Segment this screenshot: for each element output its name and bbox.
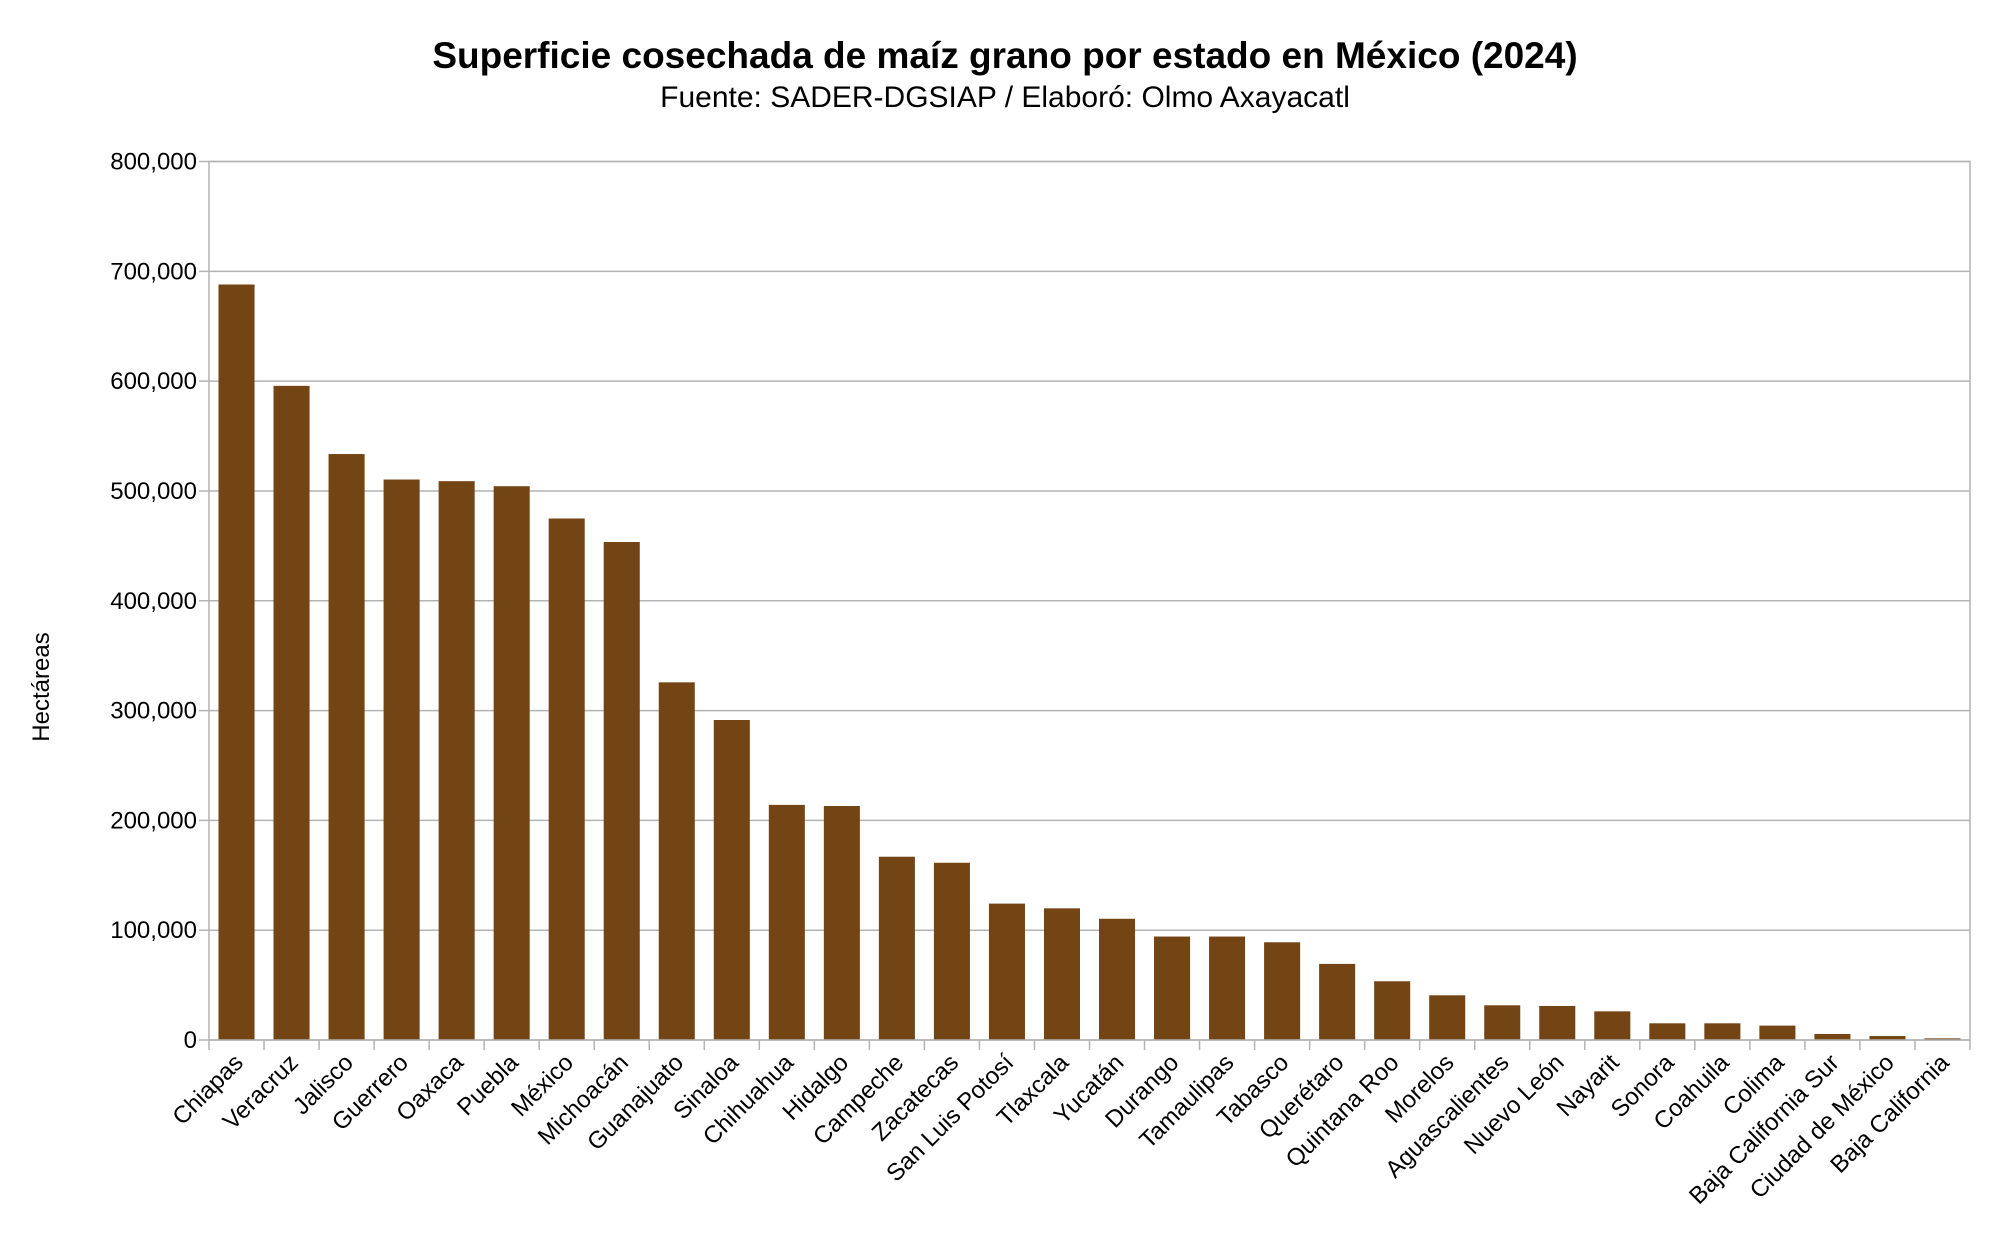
- y-tick-label: 700,000: [110, 258, 197, 285]
- y-tick-label: 200,000: [110, 807, 197, 834]
- bar-hidalgo: [823, 805, 860, 1040]
- bar-tabasco: [1264, 942, 1301, 1040]
- bar-querétaro: [1319, 963, 1356, 1040]
- bar-quintana-roo: [1374, 981, 1411, 1040]
- y-tick-label: 800,000: [110, 149, 197, 176]
- y-tick-label: 400,000: [110, 588, 197, 615]
- bar-chihuahua: [768, 804, 805, 1040]
- bar-campeche: [878, 856, 915, 1040]
- bar-nuevo-león: [1539, 1005, 1576, 1040]
- bar-durango: [1154, 936, 1191, 1040]
- bar-colima: [1759, 1025, 1796, 1040]
- bar-tamaulipas: [1209, 936, 1246, 1040]
- chart-subtitle: Fuente: SADER-DGSIAP / Elaboró: Olmo Axa…: [660, 81, 1350, 114]
- bar-morelos: [1429, 995, 1466, 1040]
- y-axis-ticks: 0 100,000 200,000 300,000 400,000 500,000 600,…: [110, 149, 197, 1055]
- bar-chiapas: [218, 284, 255, 1040]
- bar-baja-california-sur: [1814, 1033, 1851, 1040]
- y-tick-label: 600,000: [110, 368, 197, 395]
- bar-sinaloa: [713, 720, 750, 1040]
- y-tick-label: 100,000: [110, 917, 197, 944]
- y-axis-title: Hectáreas: [28, 632, 55, 741]
- bar-yucatán: [1098, 918, 1136, 1040]
- bar-guerrero: [383, 479, 420, 1041]
- plot-frame: [208, 160, 1971, 1041]
- bar-coahuila: [1704, 1023, 1741, 1040]
- y-tick-label: 300,000: [110, 698, 197, 725]
- bar-zacatecas: [933, 862, 970, 1040]
- bar-ciudad-de-méxico: [1869, 1036, 1906, 1040]
- bar-tlaxcala: [1043, 908, 1081, 1040]
- bar-guanajuato: [658, 682, 695, 1040]
- bar-veracruz: [273, 385, 310, 1040]
- bar-sonora: [1649, 1023, 1686, 1040]
- bar-michoacán: [603, 542, 640, 1040]
- x-axis-ticks: ChiapasVeracruzJaliscoGuerreroOaxacaPueb…: [167, 1040, 1971, 1210]
- bar-aguascalientes: [1484, 1005, 1521, 1040]
- bar-puebla: [493, 486, 530, 1040]
- bar-oaxaca: [438, 481, 475, 1040]
- bar-san-luis-potosí: [988, 903, 1025, 1040]
- bars: [218, 284, 1961, 1041]
- bar-nayarit: [1594, 1011, 1631, 1040]
- bar-jalisco: [328, 454, 365, 1040]
- y-tick-label: 500,000: [110, 478, 197, 505]
- bar-méxico: [548, 518, 585, 1040]
- chart-title: Superficie cosechada de maíz grano por e…: [432, 35, 1577, 76]
- y-tick-label: 0: [184, 1027, 197, 1054]
- bar-baja-california: [1924, 1038, 1961, 1040]
